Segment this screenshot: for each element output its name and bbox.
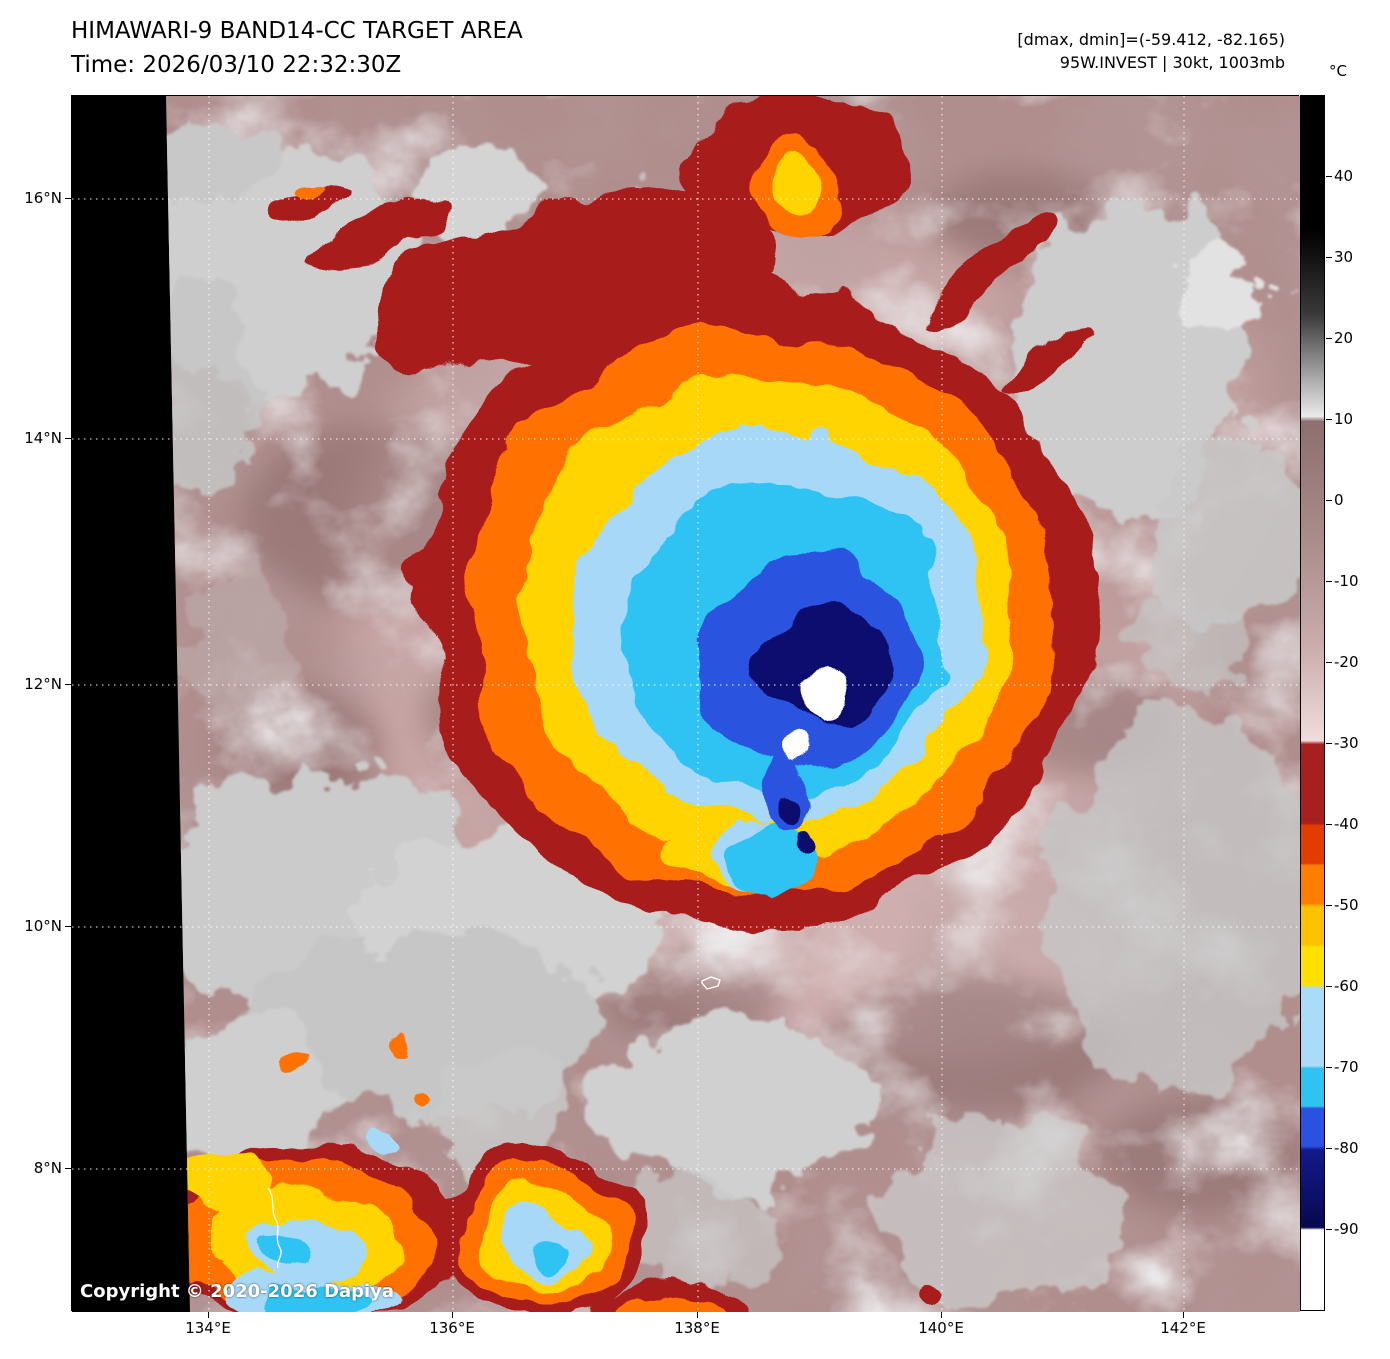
cbar-tick-label: -50 bbox=[1334, 896, 1359, 914]
lat-tick bbox=[65, 926, 71, 927]
cbar-tick bbox=[1326, 500, 1332, 501]
satellite-image bbox=[72, 96, 1300, 1312]
graticule bbox=[72, 96, 1300, 1312]
cbar-tick bbox=[1326, 1229, 1332, 1230]
core-white bbox=[786, 662, 847, 763]
lat-label: 14°N bbox=[24, 429, 62, 447]
cbar-tick bbox=[1326, 662, 1332, 663]
cbar-tick-label: 30 bbox=[1334, 248, 1354, 266]
lon-label: 136°E bbox=[429, 1319, 475, 1337]
cbar-tick-label: -20 bbox=[1334, 653, 1359, 671]
cbar-tick-label: -80 bbox=[1334, 1139, 1359, 1157]
cbar-tick-label: -40 bbox=[1334, 815, 1359, 833]
lat-tick bbox=[65, 1168, 71, 1169]
lat-label: 12°N bbox=[24, 675, 62, 693]
cbar-tick bbox=[1326, 176, 1332, 177]
coastlines bbox=[267, 976, 721, 1269]
lon-label: 140°E bbox=[918, 1319, 964, 1337]
cbar-tick bbox=[1326, 581, 1332, 582]
lon-tick bbox=[941, 1312, 942, 1318]
temperature-colorbar bbox=[1300, 95, 1325, 1311]
storm-system bbox=[166, 96, 1094, 1312]
lon-label: 134°E bbox=[185, 1319, 231, 1337]
cbar-tick-label: -70 bbox=[1334, 1058, 1359, 1076]
copyright-label: Copyright © 2020-2026 Dapiya bbox=[80, 1281, 395, 1302]
cbar-tick bbox=[1326, 338, 1332, 339]
gray-cloud-patches bbox=[166, 111, 1300, 1306]
lat-tick bbox=[65, 198, 71, 199]
cbar-tick-label: 10 bbox=[1334, 410, 1354, 428]
lon-tick bbox=[208, 1312, 209, 1318]
cbar-tick-label: 20 bbox=[1334, 329, 1354, 347]
lat-label: 16°N bbox=[24, 189, 62, 207]
colorbar-unit-label: °C bbox=[1329, 62, 1347, 80]
cbar-tick-label: -10 bbox=[1334, 572, 1359, 590]
lat-label: 8°N bbox=[33, 1159, 62, 1177]
cbar-tick bbox=[1326, 824, 1332, 825]
lat-label: 10°N bbox=[24, 917, 62, 935]
cbar-tick-label: 40 bbox=[1334, 167, 1354, 185]
cbar-tick-label: -60 bbox=[1334, 977, 1359, 995]
lat-tick bbox=[65, 684, 71, 685]
lon-tick bbox=[452, 1312, 453, 1318]
cbar-tick bbox=[1326, 419, 1332, 420]
lat-tick bbox=[65, 438, 71, 439]
cbar-tick bbox=[1326, 905, 1332, 906]
cbar-tick bbox=[1326, 1148, 1332, 1149]
data-swath bbox=[166, 96, 1300, 1312]
storm-info-label: 95W.INVEST | 30kt, 1003mb bbox=[1059, 53, 1285, 72]
cbar-tick-label: -30 bbox=[1334, 734, 1359, 752]
cbar-tick bbox=[1326, 257, 1332, 258]
cbar-tick bbox=[1326, 1067, 1332, 1068]
cbar-tick-label: 0 bbox=[1334, 491, 1344, 509]
lon-label: 138°E bbox=[674, 1319, 720, 1337]
lon-label: 142°E bbox=[1160, 1319, 1206, 1337]
cbar-tick bbox=[1326, 743, 1332, 744]
lon-tick bbox=[697, 1312, 698, 1318]
cbar-tick bbox=[1326, 986, 1332, 987]
lon-tick bbox=[1183, 1312, 1184, 1318]
dmax-dmin-label: [dmax, dmin]=(-59.412, -82.165) bbox=[1017, 30, 1285, 49]
timestamp-label: Time: 2026/03/10 22:32:30Z bbox=[71, 52, 402, 78]
cbar-tick-label: -90 bbox=[1334, 1220, 1359, 1238]
map-plot: Copyright © 2020-2026 Dapiya bbox=[71, 95, 1300, 1312]
page-title: HIMAWARI-9 BAND14-CC TARGET AREA bbox=[71, 18, 523, 44]
